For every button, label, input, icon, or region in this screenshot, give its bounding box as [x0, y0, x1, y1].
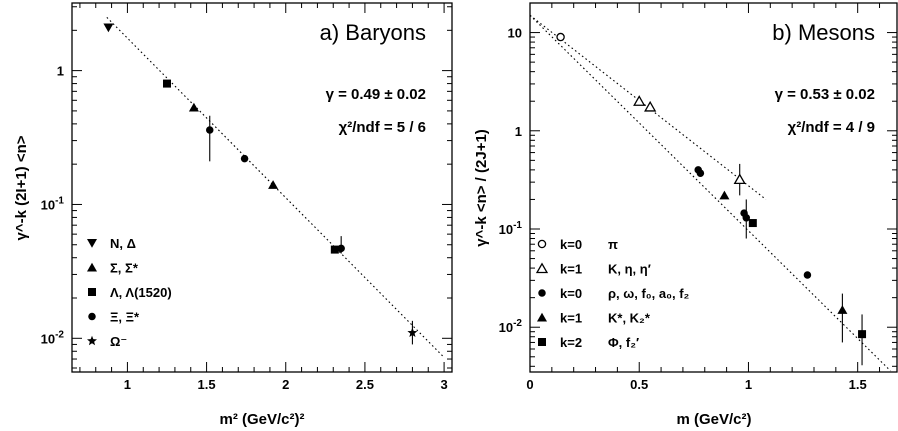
data-point — [837, 305, 848, 314]
x-tick-label: 0.5 — [630, 377, 648, 392]
legend-particles: π — [608, 237, 618, 252]
legend-label: Ξ, Ξ* — [110, 310, 140, 325]
panel-baryons: a) Baryons γ = 0.49 ± 0.02 χ²/ndf = 5 / … — [13, 2, 453, 428]
y-tick-label: 10-1 — [41, 195, 65, 212]
data-point — [803, 271, 812, 279]
chart-title: b) Mesons — [772, 20, 875, 45]
data-point — [733, 173, 746, 185]
y-tick-label: 1 — [57, 64, 64, 79]
legend-particles: K*, K₂* — [608, 311, 651, 326]
legend-marker — [88, 312, 96, 321]
y-tick-label: 10-2 — [41, 329, 65, 346]
data-points — [103, 23, 418, 345]
data-point — [240, 154, 249, 163]
legend-label: Λ, Λ(1520) — [110, 285, 172, 300]
y-tick-label: 10 — [508, 26, 522, 41]
data-point — [268, 180, 279, 189]
gamma-annotation: γ = 0.53 ± 0.02 — [775, 86, 875, 103]
legend-label: k=0 — [560, 237, 582, 252]
data-point — [858, 330, 867, 339]
legend-particles: K, η, η′ — [608, 262, 651, 277]
data-points — [556, 32, 867, 366]
legend-label: k=1 — [560, 311, 582, 326]
chi2-annotation: χ²/ndf = 5 / 6 — [339, 119, 426, 136]
legend-marker — [87, 262, 97, 272]
x-tick-label: 1 — [124, 377, 131, 392]
legend-marker — [538, 289, 546, 297]
data-point — [330, 245, 339, 254]
data-point — [556, 32, 565, 42]
x-tick-label: 1 — [745, 377, 752, 392]
data-point — [748, 219, 757, 228]
fit-lines — [529, 14, 891, 372]
legend-particles: ρ, ω, f₀, a₀, f₂ — [608, 286, 690, 301]
fit-line — [529, 14, 891, 372]
legend-label: k=1 — [560, 262, 582, 277]
legend-label: Σ, Σ* — [110, 261, 139, 276]
chart-title: a) Baryons — [320, 20, 426, 45]
legend-marker — [87, 239, 97, 248]
legend-label: k=2 — [560, 335, 582, 350]
legend-marker — [537, 239, 547, 249]
legend: N, Δ Σ, Σ* Λ, Λ(1520) Ξ, Ξ* Ω⁻ — [87, 236, 172, 349]
y-tick-label: 10-1 — [499, 220, 523, 237]
legend-marker — [538, 338, 546, 346]
data-point — [742, 214, 751, 222]
x-tick-label: 0 — [526, 377, 533, 392]
data-point — [644, 100, 657, 112]
plot-frame — [529, 2, 898, 373]
x-tick-label: 3 — [440, 377, 447, 392]
data-point — [188, 102, 199, 112]
data-point — [633, 95, 646, 106]
x-tick-label: 1.5 — [849, 377, 867, 392]
y-axis-label: γ^-k <n> / (2J+1) — [473, 129, 490, 247]
legend-marker — [535, 262, 549, 274]
legend-label: Ω⁻ — [110, 334, 127, 349]
x-tick-label: 2 — [282, 377, 289, 392]
data-point — [719, 190, 730, 200]
axis-ticks: 0 0.5 1 1.5 10 1 10-1 10-2 — [499, 2, 897, 392]
data-point — [337, 244, 345, 253]
data-point — [163, 79, 171, 88]
legend-label: N, Δ — [110, 236, 136, 251]
plot-frame — [71, 2, 453, 373]
y-axis-label: γ^-k (2I+1) <n> — [13, 135, 30, 240]
fit-line — [106, 16, 445, 358]
x-tick-label: 1.5 — [198, 377, 216, 392]
fit-lines — [106, 16, 445, 358]
legend-marker — [87, 335, 97, 346]
gamma-annotation: γ = 0.49 ± 0.02 — [326, 86, 426, 103]
chi2-annotation: χ²/ndf = 4 / 9 — [788, 119, 875, 136]
y-tick-label: 1 — [515, 124, 522, 139]
x-tick-label: 2.5 — [356, 377, 374, 392]
x-axis-label: m² (GeV/c²)² — [219, 411, 304, 428]
data-point — [103, 23, 114, 33]
data-point — [206, 126, 214, 134]
panel-mesons: b) Mesons γ = 0.53 ± 0.02 χ²/ndf = 4 / 9… — [473, 2, 898, 428]
x-axis-label: m (GeV/c²) — [676, 411, 751, 428]
legend-marker — [537, 312, 547, 322]
data-point — [407, 327, 418, 337]
data-point — [696, 169, 705, 177]
legend: k=0 π k=1 K, η, η′ k=0 ρ, ω, f₀, a₀, f₂ k=1 K*,… — [535, 237, 690, 350]
axis-ticks: 1 1.5 2 2.5 3 1 10-1 10-2 — [41, 3, 452, 392]
legend-marker — [88, 288, 96, 296]
y-tick-label: 10-2 — [499, 318, 523, 335]
legend-particles: Φ, f₂′ — [608, 335, 639, 350]
legend-label: k=0 — [560, 286, 582, 301]
